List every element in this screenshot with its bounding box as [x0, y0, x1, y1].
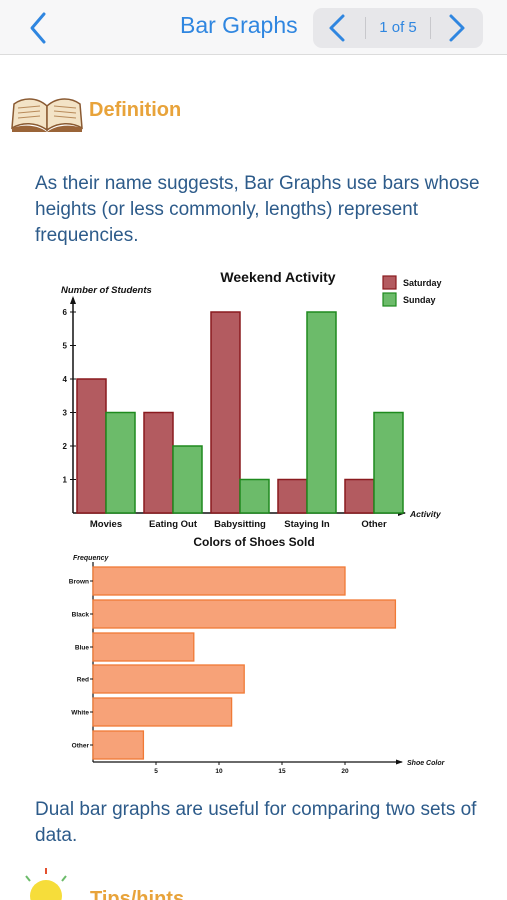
- y-tick-label: 5: [63, 342, 68, 351]
- navigation-bar: Bar Graphs 1 of 5: [0, 0, 507, 55]
- legend-label: Saturday: [403, 278, 442, 288]
- y-category-label: Black: [72, 612, 90, 619]
- page-pager: 1 of 5: [313, 8, 483, 48]
- section-title: Tips/hints: [90, 888, 185, 900]
- y-tick-label: 4: [63, 375, 68, 384]
- x-tick-label: 10: [215, 768, 223, 775]
- y-category-label: Blue: [75, 645, 89, 652]
- summary-text: Dual bar graphs are useful for comparing…: [35, 799, 477, 846]
- x-axis-arrow: [396, 759, 403, 765]
- bar-graph-figures: Weekend Activity Number of Students Activi…: [61, 269, 446, 775]
- x-category-label: Eating Out: [149, 519, 198, 530]
- y-category-label: White: [71, 710, 89, 717]
- bar-sunday: [172, 445, 203, 514]
- bar-sunday: [306, 311, 337, 514]
- section-title: Definition: [89, 99, 182, 121]
- bar-saturday: [277, 478, 308, 514]
- back-button[interactable]: [24, 10, 58, 46]
- bar-sunday: [373, 411, 404, 514]
- y-tick-label: 2: [63, 442, 68, 451]
- lightbulb-icon: [25, 868, 67, 900]
- bar-sunday: [105, 411, 136, 514]
- pager-divider: [365, 17, 366, 39]
- y-axis-label: Frequency: [73, 555, 110, 562]
- definition-heading: Definition: [10, 90, 310, 134]
- x-axis-label: Shoe Color: [407, 760, 446, 767]
- bar-other: [92, 730, 145, 760]
- bar-saturday: [344, 478, 375, 514]
- definition-text: As their name suggests, Bar Graphs use b…: [35, 173, 480, 246]
- y-axis-arrow: [70, 296, 76, 304]
- x-category-label: Movies: [90, 519, 122, 530]
- legend-swatch: [382, 292, 397, 307]
- x-axis-label: Activity: [409, 509, 442, 519]
- x-tick-label: 15: [278, 768, 286, 775]
- bar-blue: [92, 632, 195, 662]
- bar-brown: [92, 566, 346, 596]
- chart-title: Weekend Activity: [220, 269, 335, 285]
- bar-saturday: [210, 311, 241, 514]
- y-tick-label: 3: [63, 409, 68, 418]
- y-tick-label: 6: [63, 308, 68, 317]
- x-category-label: Babysitting: [214, 519, 266, 530]
- legend-swatch: [382, 275, 397, 290]
- legend-label: Sunday: [403, 295, 436, 305]
- x-category-label: Other: [361, 519, 387, 530]
- bar-saturday: [143, 411, 174, 514]
- bar-black: [92, 599, 397, 629]
- page-title: Bar Graphs: [180, 12, 298, 38]
- x-tick-label: 20: [341, 768, 349, 775]
- chevron-left-icon: [329, 14, 345, 42]
- bar-white: [92, 697, 233, 727]
- y-axis-label: Number of Students: [61, 285, 152, 296]
- x-category-label: Staying In: [284, 519, 330, 530]
- chevron-right-icon: [449, 14, 465, 42]
- tips-heading: Tips/hints: [16, 868, 316, 900]
- bar-saturday: [76, 378, 107, 514]
- page-counter: 1 of 5: [379, 19, 417, 36]
- chevron-left-icon: [30, 12, 46, 44]
- previous-page-button[interactable]: [323, 12, 353, 44]
- y-tick-label: 1: [63, 476, 68, 485]
- y-category-label: Red: [77, 677, 89, 684]
- chart-title: Colors of Shoes Sold: [193, 535, 314, 549]
- pager-divider: [430, 17, 431, 39]
- open-book-icon: [11, 98, 83, 132]
- bar-red: [92, 664, 245, 694]
- y-category-label: Brown: [69, 579, 89, 586]
- y-category-label: Other: [72, 743, 90, 750]
- x-tick-label: 5: [154, 768, 158, 775]
- bar-sunday: [239, 478, 270, 514]
- next-page-button[interactable]: [441, 12, 471, 44]
